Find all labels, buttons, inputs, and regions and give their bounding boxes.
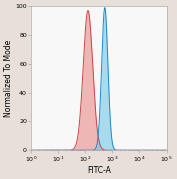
Y-axis label: Normalized To Mode: Normalized To Mode: [4, 40, 13, 117]
X-axis label: FITC-A: FITC-A: [87, 166, 111, 175]
